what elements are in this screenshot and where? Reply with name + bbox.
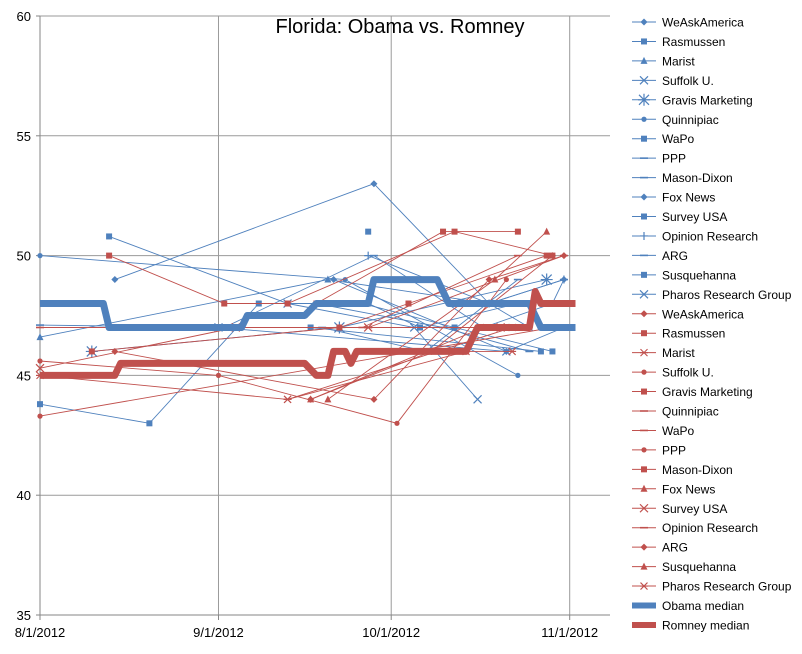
legend-label: WaPo xyxy=(662,132,695,146)
data-point xyxy=(365,229,371,235)
data-point xyxy=(394,421,399,426)
legend-label: Quinnipiac xyxy=(662,405,719,419)
legend-label: Pharos Research Group xyxy=(662,580,792,594)
data-point xyxy=(89,348,95,354)
x-tick-label: 9/1/2012 xyxy=(193,625,244,640)
legend-label: Romney median xyxy=(662,618,749,632)
legend-label: ARG xyxy=(662,541,688,555)
x-tick-label: 11/1/2012 xyxy=(541,625,598,640)
legend-swatch-marker xyxy=(641,136,647,142)
legend-swatch-marker xyxy=(641,272,647,278)
legend-label: Opinion Research xyxy=(662,521,758,535)
legend-label: Susquehanna xyxy=(662,268,736,282)
legend-label: Pharos Research Group xyxy=(662,288,792,302)
legend-swatch-marker xyxy=(641,389,647,395)
legend-label: Quinnipiac xyxy=(662,113,719,127)
y-tick-label: 55 xyxy=(17,129,31,144)
legend-label: Marist xyxy=(662,346,695,360)
legend-label: WaPo xyxy=(662,424,695,438)
legend-label: Gravis Marketing xyxy=(662,93,753,107)
legend-label: Gravis Marketing xyxy=(662,385,753,399)
series-obama-wapo xyxy=(365,229,371,235)
data-point xyxy=(544,253,550,259)
legend-label: Susquehanna xyxy=(662,560,736,574)
y-tick-label: 60 xyxy=(17,9,31,24)
legend-swatch-marker xyxy=(638,94,650,106)
data-point xyxy=(538,348,544,354)
legend-label: PPP xyxy=(662,152,686,166)
legend-swatch-marker xyxy=(641,447,646,452)
legend-label: Survey USA xyxy=(662,502,727,516)
chart-title: Florida: Obama vs. Romney xyxy=(276,16,525,38)
legend-label: Mason-Dixon xyxy=(662,463,733,477)
legend-label: Fox News xyxy=(662,482,715,496)
y-tick-label: 40 xyxy=(17,488,31,503)
y-tick-label: 35 xyxy=(17,608,31,623)
data-point xyxy=(440,229,446,235)
data-point xyxy=(221,301,227,307)
legend-label: ARG xyxy=(662,249,688,263)
y-tick-label: 50 xyxy=(17,249,31,264)
legend-label: WeAskAmerica xyxy=(662,16,744,30)
data-point xyxy=(106,233,112,239)
data-point xyxy=(549,348,555,354)
y-tick-label: 45 xyxy=(17,368,31,383)
x-tick-label: 10/1/2012 xyxy=(362,625,420,640)
legend-swatch-marker xyxy=(641,370,646,375)
legend-swatch-marker xyxy=(641,466,647,472)
data-point xyxy=(146,420,152,426)
legend-swatch-marker xyxy=(641,330,647,336)
legend-label: Marist xyxy=(662,54,695,68)
legend-label: Rasmussen xyxy=(662,327,725,341)
legend-label: WeAskAmerica xyxy=(662,307,744,321)
data-point xyxy=(106,253,112,259)
legend-label: PPP xyxy=(662,443,686,457)
legend-swatch-marker xyxy=(641,38,647,44)
data-point xyxy=(37,358,42,363)
legend-label: Suffolk U. xyxy=(662,74,714,88)
legend-label: Mason-Dixon xyxy=(662,171,733,185)
legend-label: Survey USA xyxy=(662,210,727,224)
data-point xyxy=(37,414,42,419)
legend-label: Obama median xyxy=(662,599,744,613)
legend-swatch-marker xyxy=(641,214,647,220)
legend-label: Fox News xyxy=(662,191,715,205)
data-point xyxy=(37,253,42,258)
legend-label: Rasmussen xyxy=(662,35,725,49)
data-point xyxy=(285,301,291,307)
data-point xyxy=(216,373,221,378)
data-point xyxy=(515,373,520,378)
data-point xyxy=(515,229,521,235)
data-point xyxy=(37,401,43,407)
legend-label: Suffolk U. xyxy=(662,366,714,380)
legend-label: Opinion Research xyxy=(662,229,758,243)
legend-swatch-marker xyxy=(641,117,646,122)
x-tick-label: 8/1/2012 xyxy=(15,625,66,640)
